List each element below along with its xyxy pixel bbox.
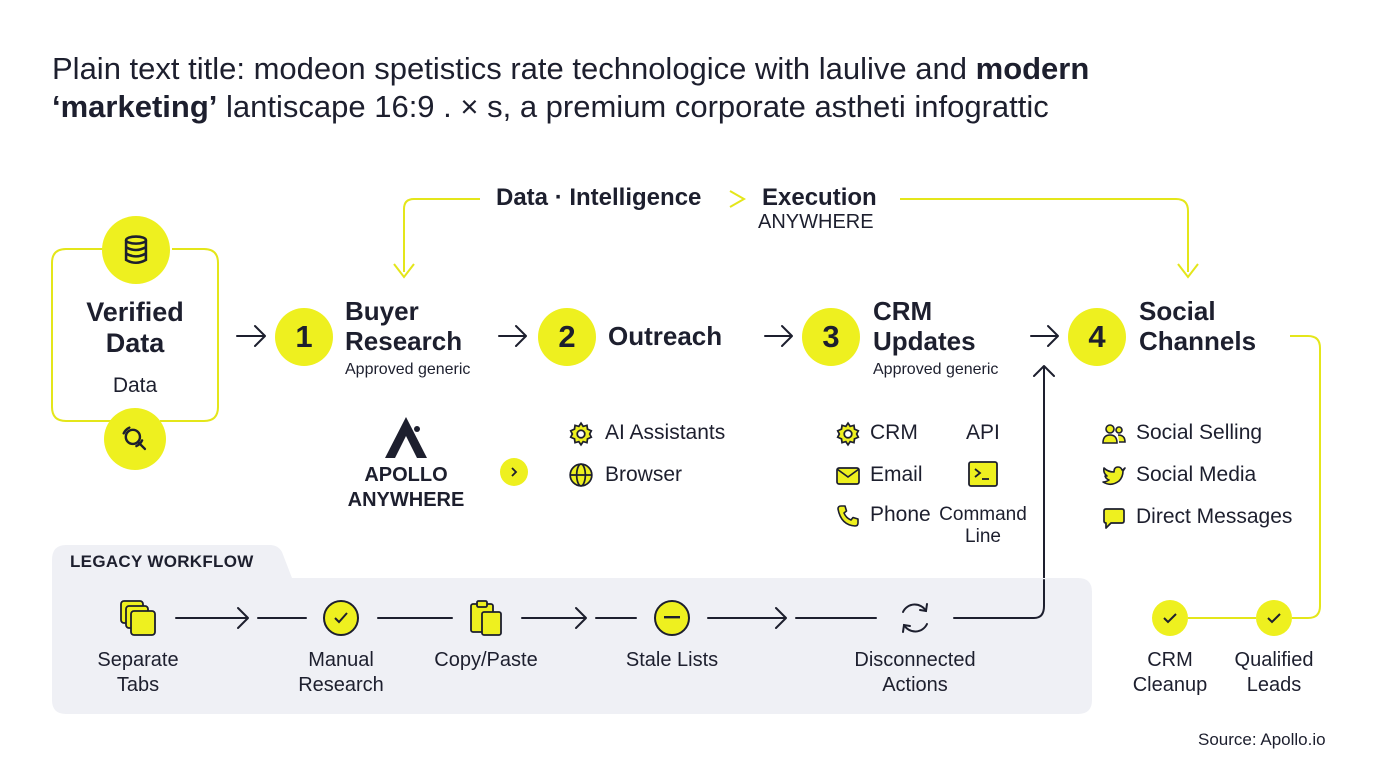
stage-1-title: Buyer Research [345, 296, 463, 356]
outcome-line [1290, 335, 1321, 619]
apollo-anywhere-label: APOLLO ANYWHERE [347, 464, 465, 511]
title-bold-1: modern [975, 51, 1090, 86]
mail-icon [834, 462, 862, 490]
loop-arrow-right [1177, 263, 1199, 279]
legacy-step-stale-lists: Stale Lists [625, 649, 719, 671]
crm-item-command-line: Command Line [939, 504, 1027, 547]
terminal-icon [967, 460, 999, 488]
gear-icon [834, 420, 862, 448]
clipboard-icon [467, 598, 505, 638]
social-item-messages: Direct Messages [1136, 505, 1293, 528]
source-title: Verified Data [86, 297, 184, 358]
title-bold-2: ‘marketing’ [52, 89, 218, 124]
source-subtitle: Data [112, 374, 158, 397]
outreach-item-browser: Browser [605, 463, 683, 486]
legacy-step-disconnected: Disconnected Actions [854, 649, 976, 696]
loop-label: Data · Intelligence [496, 184, 702, 211]
legacy-arrow-3 [707, 607, 787, 629]
chat-icon [1100, 504, 1128, 532]
flow-arrow-1 [498, 325, 527, 347]
stage-4-title: Social Channels [1139, 296, 1257, 356]
flow-arrow-0 [236, 325, 266, 347]
outreach-item-ai-assistants: AI Assistants [605, 421, 726, 444]
legacy-arrow-1 [175, 607, 249, 629]
flow-arrow-3 [1030, 325, 1059, 347]
stage-3-badge: 3 [802, 308, 860, 366]
flow-arrow-2 [764, 325, 793, 347]
legacy-step-manual-research: Manual Research [298, 649, 384, 696]
loop-execution: Execution [762, 184, 877, 211]
crm-item-phone: Phone [870, 503, 931, 526]
loop-anywhere: ANYWHERE [758, 211, 874, 233]
database-icon [102, 216, 170, 284]
stage-1-sub: Approved generic [345, 361, 471, 378]
loop-arrow-mid [729, 190, 747, 208]
tabs-icon [117, 598, 159, 638]
crm-item-crm: CRM [870, 421, 918, 444]
title-text-2: lantiscape 16:9 . × s, a premium corpora… [217, 89, 1049, 124]
stage-4-badge: 4 [1068, 308, 1126, 366]
bird-icon [1100, 462, 1128, 490]
legacy-arrow-2 [521, 607, 587, 629]
minus-circle-icon [654, 600, 690, 636]
check-icon [1256, 600, 1292, 636]
apollo-logo-icon [382, 414, 430, 460]
gear-icon [567, 420, 595, 448]
check-icon [1152, 600, 1188, 636]
refresh-icon [895, 598, 935, 638]
legacy-step-tabs: Separate Tabs [97, 649, 179, 696]
stage-2-badge: 2 [538, 308, 596, 366]
source-credit: Source: Apollo.io [1198, 730, 1326, 749]
title-text-1: Plain text title: modeon spetistics rate… [52, 51, 976, 86]
page-title: Plain text title: modeon spetistics rate… [52, 50, 1302, 126]
social-item-media: Social Media [1136, 463, 1257, 486]
legacy-tab: LEGACY WORKFLOW [70, 552, 254, 571]
phone-icon [834, 502, 862, 530]
loop-line-left [403, 198, 480, 272]
legacy-riser [953, 365, 1055, 619]
search-scan-icon [104, 408, 166, 470]
stage-3-sub: Approved generic [873, 361, 999, 378]
stage-2-title: Outreach [608, 321, 723, 351]
users-icon [1100, 420, 1128, 448]
social-item-selling: Social Selling [1136, 421, 1263, 444]
outcome-crm-cleanup: CRM Cleanup [1132, 649, 1208, 696]
globe-icon [567, 461, 595, 489]
outcome-qualified-leads: Qualified Leads [1234, 649, 1314, 696]
legacy-step-copy-paste: Copy/Paste [434, 649, 538, 671]
loop-arrow-left [393, 263, 415, 279]
apollo-next-button[interactable] [500, 458, 528, 486]
crm-item-email: Email [870, 463, 923, 486]
source-box-outline [51, 248, 219, 422]
loop-line-right [900, 198, 1189, 272]
check-circle-icon [323, 600, 359, 636]
stage-1-badge: 1 [275, 308, 333, 366]
stage-3-title: CRM Updates [873, 296, 976, 356]
crm-item-api: API [966, 421, 1000, 444]
